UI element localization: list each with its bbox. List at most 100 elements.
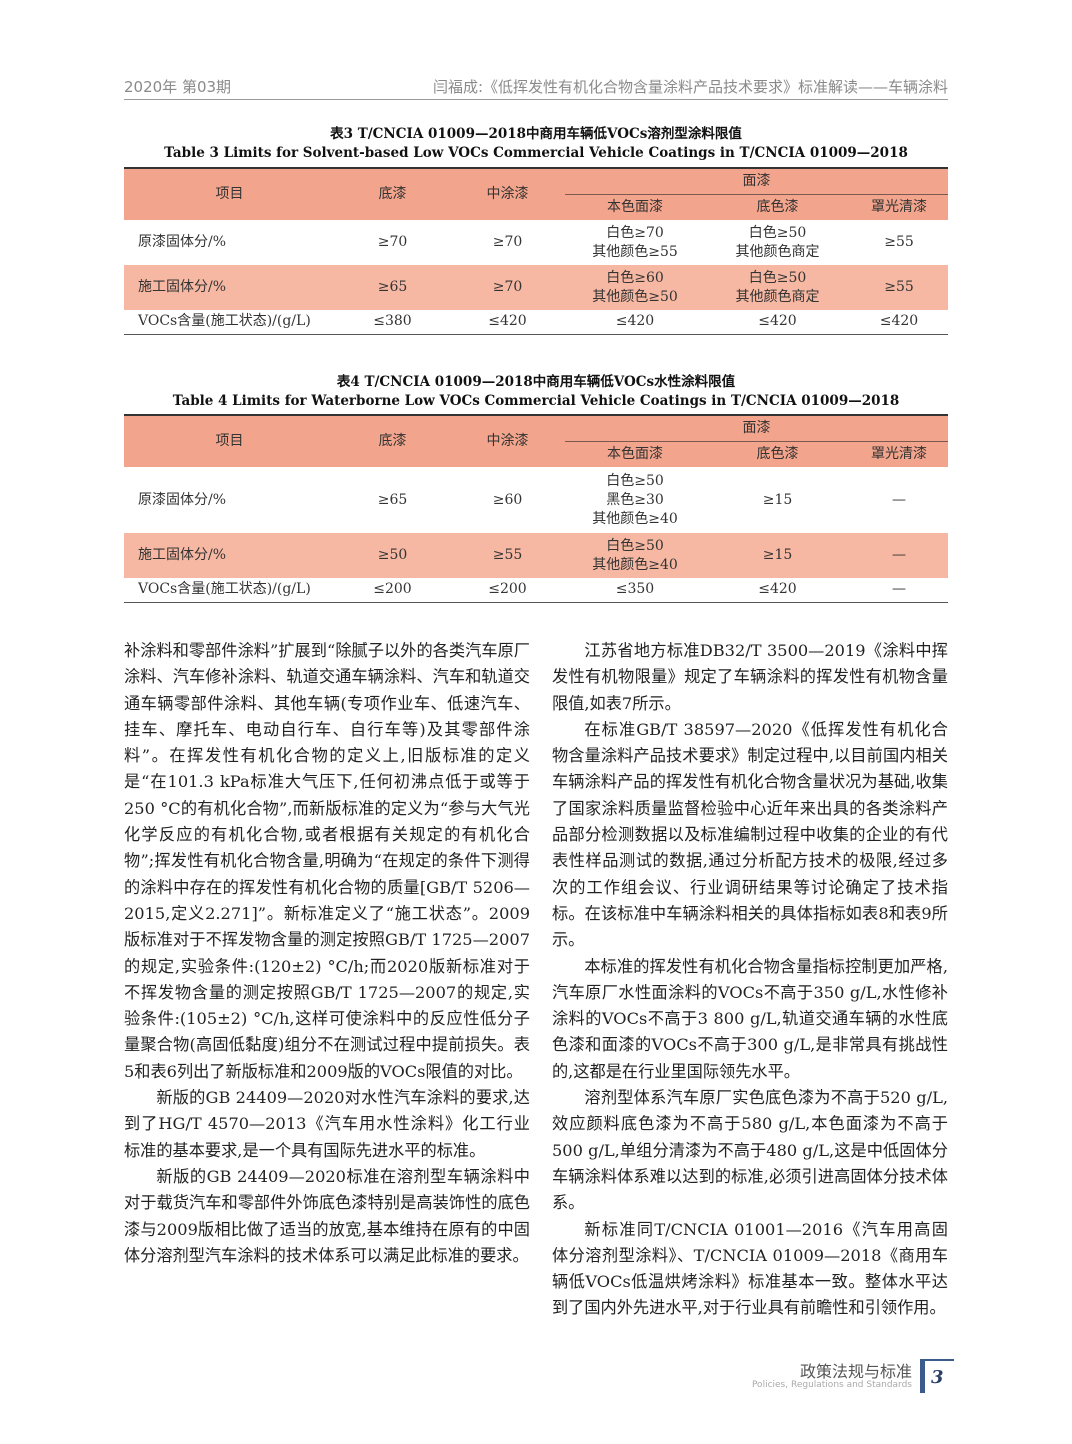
cell-text: 施工固体分/% xyxy=(138,279,227,295)
table-row: 施工固体分/% ≥50 ≥55 白色≥50 其他颜色≥40 ≥15 — xyxy=(124,533,948,578)
article-title: 闫福成:《低挥发性有机化合物含量涂料产品技术要求》标准解读——车辆涂料 xyxy=(432,78,948,96)
cell-text: 罩光清漆 xyxy=(871,198,927,215)
cell-text: 罩光清漆 xyxy=(871,445,927,462)
cell-solid: 白色≥50 其他颜色≥40 xyxy=(565,533,705,578)
header-clear: 罩光清漆 xyxy=(850,441,948,467)
running-header: 2020年 第03期 闫福成:《低挥发性有机化合物含量涂料产品技术要求》标准解读… xyxy=(124,76,948,100)
cell-clear: — xyxy=(850,533,948,578)
cell-line: 黑色≥30 xyxy=(606,491,664,508)
cell-solid: ≤350 xyxy=(565,578,705,602)
cell-solid: ≤420 xyxy=(565,310,705,334)
paragraph: 在标准GB/T 38597—2020《低挥发性有机化合物含量涂料产品技术要求》制… xyxy=(552,719,948,950)
row-item: 原漆固体分/% xyxy=(124,220,335,265)
cell-line: 其他颜色≥50 xyxy=(592,288,678,305)
cell-clear: — xyxy=(850,578,948,602)
paragraph: 溶剂型体系汽车原厂实色底色漆为不高于520 g/L,效应颜料底色漆为不高于580… xyxy=(552,1088,948,1213)
paragraph: 本标准的挥发性有机化合物含量指标控制更加严格,汽车原厂水性面涂料的VOCs不高于… xyxy=(552,956,948,1081)
page-footer: 政策法规与标准 Policies, Regulations and Standa… xyxy=(752,1356,960,1400)
cell-text: 底漆 xyxy=(378,433,407,449)
cell-clear: ≤420 xyxy=(850,310,948,334)
cell-text: 中涂漆 xyxy=(486,433,529,449)
cell-line: 白色≥60 xyxy=(606,269,664,286)
cell-line: ≤420 xyxy=(615,313,655,330)
header-base: 底色漆 xyxy=(705,194,850,220)
header-solid: 本色面漆 xyxy=(565,441,705,467)
cell-clear: ≥55 xyxy=(850,265,948,310)
cell-line: 其他颜色商定 xyxy=(735,243,820,260)
cell-line: 其他颜色商定 xyxy=(735,288,820,305)
cell-text: ≤420 xyxy=(879,313,919,330)
cell-text: 项目 xyxy=(215,186,244,202)
cell-text: ≥55 xyxy=(492,547,523,563)
table-row: 施工固体分/% ≥65 ≥70 白色≥60 其他颜色≥50 白色≥50 其他颜色商定… xyxy=(124,265,948,310)
body-column-right: 江苏省地方标准DB32/T 3500—2019《涂料中挥发性有机物限量》规定了车… xyxy=(552,638,948,1322)
page-number-box: 3 xyxy=(920,1359,954,1393)
cell-text: ≤420 xyxy=(488,313,527,330)
cell-base: ≥15 xyxy=(705,467,850,533)
header-solid: 本色面漆 xyxy=(565,194,705,220)
paragraph: 新版的GB 24409—2020对水性汽车涂料的要求,达到了HG/T 4570—… xyxy=(124,1088,530,1160)
table-3: 项目 底漆 中涂漆 面漆 本色面漆 底色漆 罩光清漆 原漆固体分/% ≥70 ≥… xyxy=(124,167,948,335)
row-item: VOCs含量(施工状态)/(g/L) xyxy=(124,310,335,334)
header-mid: 中涂漆 xyxy=(450,168,565,220)
table4-caption-en: Table 4 Limits for Waterborne Low VOCs C… xyxy=(172,393,900,409)
paragraph: 江苏省地方标准DB32/T 3500—2019《涂料中挥发性有机物限量》规定了车… xyxy=(552,641,948,713)
cell-text: ≥55 xyxy=(884,234,914,250)
cell-line: 其他颜色≥55 xyxy=(592,243,678,260)
cell-text: ≥70 xyxy=(492,234,523,250)
section-title-cn: 政策法规与标准 xyxy=(799,1362,912,1381)
table-subheader-row: 本色面漆 底色漆 罩光清漆 xyxy=(124,194,948,220)
cell-text: ≤200 xyxy=(488,581,527,598)
table-row: VOCs含量(施工状态)/(g/L) ≤200 ≤200 ≤350 ≤420 — xyxy=(124,578,948,602)
header-item: 项目 xyxy=(124,168,335,220)
table-header-row: 项目 底漆 中涂漆 面漆 xyxy=(124,168,948,220)
cell-text: ≥70 xyxy=(377,234,408,250)
cell-solid: 白色≥50 黑色≥30 其他颜色≥40 xyxy=(565,467,705,533)
header-clear: 罩光清漆 xyxy=(850,194,948,220)
cell-text: 原漆固体分/% xyxy=(138,491,227,508)
cell-solid: 白色≥70 其他颜色≥55 xyxy=(565,220,705,265)
cell-text: 施工固体分/% xyxy=(138,547,227,563)
cell-base: ≤420 xyxy=(705,578,850,602)
cell-clear: — xyxy=(850,467,948,533)
cell-text: — xyxy=(892,491,906,508)
cell-line: ≤420 xyxy=(758,313,797,330)
cell-base: 白色≥50 其他颜色商定 xyxy=(705,265,850,310)
paragraph: 新版的GB 24409—2020标准在溶剂型车辆涂料中对于载货汽车和零部件外饰底… xyxy=(124,1166,530,1265)
table-row: 原漆固体分/% ≥70 ≥70 白色≥70 其他颜色≥55 白色≥50 其他颜色商定… xyxy=(124,220,948,265)
table4-caption-cn: 表4 T/CNCIA 01009—2018中商用车辆低VOCs水性涂料限值 xyxy=(336,374,736,390)
cell-text: 项目 xyxy=(215,433,244,449)
cell-base: ≥15 xyxy=(705,533,850,578)
cell-text: ≥15 xyxy=(762,547,793,563)
cell-primer: ≥65 xyxy=(335,265,450,310)
cell-line: 其他颜色≥40 xyxy=(592,510,678,527)
cell-text: — xyxy=(892,547,906,563)
cell-text: ≥60 xyxy=(492,491,523,508)
cell-text: ≥50 xyxy=(377,547,408,563)
cell-primer: ≥65 xyxy=(335,467,450,533)
cell-text: ≥15 xyxy=(762,491,793,508)
cell-text: ≤200 xyxy=(373,581,412,598)
table-4: 项目 底漆 中涂漆 面漆 本色面漆 底色漆 罩光清漆 原漆固体分/% ≥65 ≥… xyxy=(124,414,948,603)
body-column-left: 补涂料和零部件涂料”扩展到“除腻子以外的各类汽车原厂涂料、汽车修补涂料、轨道交通… xyxy=(124,638,530,1269)
cell-text: — xyxy=(892,581,906,598)
paragraph: 新标准同T/CNCIA 01001—2016《汽车用高固体分溶剂型涂料》、T/C… xyxy=(552,1219,948,1318)
header-primer: 底漆 xyxy=(335,168,450,220)
cell-line: 其他颜色≥40 xyxy=(592,556,678,573)
cell-text: ≥70 xyxy=(492,279,523,295)
table-row: 原漆固体分/% ≥65 ≥60 白色≥50 黑色≥30 其他颜色≥40 ≥15 — xyxy=(124,467,948,533)
cell-text: 底色漆 xyxy=(756,198,799,215)
header-item: 项目 xyxy=(124,415,335,467)
table-row: VOCs含量(施工状态)/(g/L) ≤380 ≤420 ≤420 ≤420 ≤… xyxy=(124,310,948,334)
table3-caption-en: Table 3 Limits for Solvent-based Low VOC… xyxy=(164,145,908,161)
cell-text: 底色漆 xyxy=(756,445,799,462)
section-title-en: Policies, Regulations and Standards xyxy=(751,1380,912,1390)
row-item: 施工固体分/% xyxy=(124,533,335,578)
cell-mid: ≤200 xyxy=(450,578,565,602)
table-subheader-row: 本色面漆 底色漆 罩光清漆 xyxy=(124,441,948,467)
cell-mid: ≥55 xyxy=(450,533,565,578)
row-item: 施工固体分/% xyxy=(124,265,335,310)
cell-line: 白色≥50 xyxy=(606,537,664,554)
cell-primer: ≥50 xyxy=(335,533,450,578)
row-item: VOCs含量(施工状态)/(g/L) xyxy=(124,578,335,602)
